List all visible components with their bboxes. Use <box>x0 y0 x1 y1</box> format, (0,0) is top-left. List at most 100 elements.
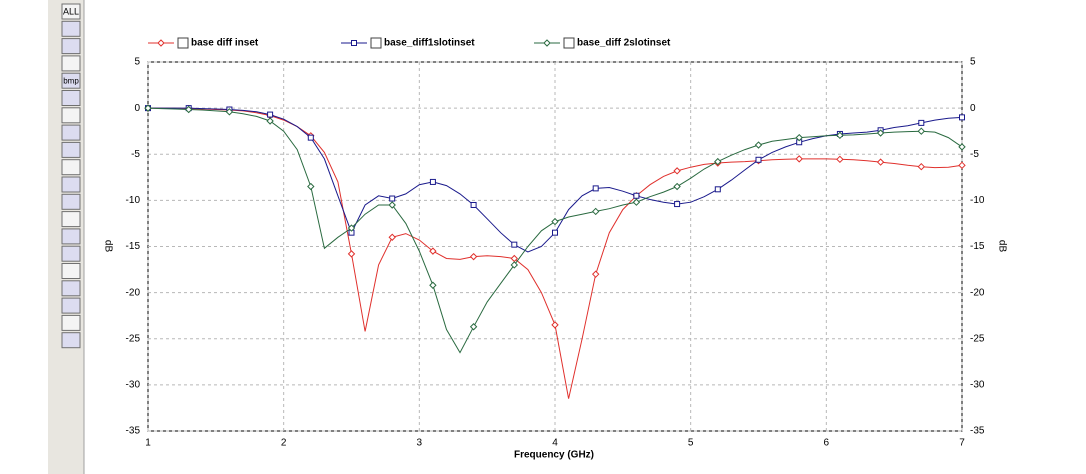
y-tick-label: -30 <box>126 380 141 391</box>
y2-axis-label: dB <box>996 240 1007 253</box>
series-marker <box>917 162 926 171</box>
x-tick-label: 2 <box>281 438 287 449</box>
x-tick-label: 3 <box>417 438 423 449</box>
toolbar-button[interactable] <box>61 193 81 210</box>
series-marker <box>469 323 478 331</box>
series-marker <box>755 156 762 163</box>
legend-marker <box>351 40 357 46</box>
toolbar-button[interactable] <box>61 38 81 55</box>
toolbar-button[interactable] <box>61 228 81 245</box>
series-marker <box>673 167 681 175</box>
series-marker <box>876 129 885 137</box>
toolbar-button-label: bmp <box>63 76 79 85</box>
y2-tick-label: -15 <box>970 241 985 252</box>
series-marker <box>266 117 274 125</box>
y2-tick-label: -25 <box>970 333 985 344</box>
y2-tick-label: 5 <box>970 57 976 68</box>
series-marker <box>714 186 721 193</box>
series-marker <box>470 201 477 208</box>
series-marker <box>958 143 966 151</box>
y-tick-label: -5 <box>131 149 140 160</box>
toolbar-button[interactable] <box>61 159 81 176</box>
series-marker <box>714 157 722 166</box>
toolbar-button[interactable] <box>61 314 81 331</box>
toolbar-button[interactable] <box>61 124 81 141</box>
series-marker <box>795 155 803 163</box>
y2-tick-label: -30 <box>970 380 985 391</box>
toolbar-button[interactable] <box>61 263 81 279</box>
toolbar-button[interactable] <box>61 72 81 89</box>
series-marker <box>958 161 966 170</box>
series-marker <box>184 105 193 114</box>
toolbar-button[interactable] <box>61 141 81 158</box>
series-marker <box>307 182 315 191</box>
y-tick-label: -35 <box>126 426 141 437</box>
series-marker <box>917 127 926 135</box>
toolbar-button[interactable] <box>61 107 81 124</box>
series-marker <box>959 114 965 121</box>
y-tick-label: -15 <box>126 241 141 252</box>
series-line <box>148 107 963 399</box>
y-tick-label: 0 <box>134 103 140 114</box>
series-marker <box>389 195 396 202</box>
series-marker <box>347 224 356 232</box>
series-marker <box>673 182 681 191</box>
toolbar-button[interactable] <box>61 90 81 106</box>
legend-marker <box>157 39 165 47</box>
y-tick-label: 5 <box>134 57 140 68</box>
y2-tick-label: 0 <box>970 103 976 114</box>
x-tick-label: 5 <box>688 438 694 449</box>
legend-label: base_diff 2slotinset <box>577 38 671 49</box>
toolbar-button-label: ALL <box>63 6 79 16</box>
series-marker <box>551 321 559 329</box>
series-marker <box>429 178 436 185</box>
y2-tick-label: -20 <box>970 287 985 298</box>
series-marker <box>267 111 274 118</box>
series-marker <box>347 250 356 258</box>
series-marker <box>836 131 844 140</box>
toolbar-button[interactable] <box>61 297 81 314</box>
legend-marker <box>543 39 551 47</box>
series-marker <box>592 185 599 192</box>
toolbar-button[interactable] <box>61 176 81 193</box>
series-marker <box>591 270 600 278</box>
y-tick-label: -25 <box>126 333 141 344</box>
x-tick-label: 7 <box>959 438 965 449</box>
toolbar-button[interactable] <box>61 245 81 262</box>
toolbar-button[interactable] <box>61 211 81 228</box>
y2-tick-label: -35 <box>970 426 985 437</box>
toolbar-button[interactable] <box>61 332 81 349</box>
series-marker <box>632 198 641 206</box>
series-marker <box>795 133 803 142</box>
series-marker <box>429 247 437 255</box>
y-axis-label: dB <box>102 240 113 253</box>
series-marker <box>388 201 396 209</box>
y-tick-label: -20 <box>126 287 141 298</box>
series-marker <box>591 207 600 216</box>
series-marker <box>918 119 925 126</box>
x-tick-label: 4 <box>552 438 558 449</box>
toolbar-button[interactable] <box>61 280 81 297</box>
x-axis-label: Frequency (GHz) <box>514 450 594 461</box>
series-marker <box>551 217 559 226</box>
series-marker <box>633 192 640 199</box>
y-tick-label: -10 <box>126 195 141 206</box>
legend-checkbox[interactable] <box>563 37 575 49</box>
toolbar-button[interactable] <box>61 3 81 20</box>
legend-checkbox[interactable] <box>177 37 189 49</box>
legend-checkbox[interactable] <box>370 37 382 49</box>
series-marker <box>552 229 558 236</box>
x-tick-label: 1 <box>145 438 151 449</box>
series-marker <box>144 104 152 112</box>
series-marker <box>876 158 885 166</box>
series-marker <box>388 233 396 241</box>
series-marker <box>836 155 844 164</box>
series-marker <box>754 141 763 149</box>
y2-tick-label: -5 <box>970 149 979 160</box>
toolbar-button[interactable] <box>61 20 81 37</box>
x-tick-label: 6 <box>824 438 830 449</box>
series-marker <box>225 108 234 116</box>
toolbar-button[interactable] <box>61 55 81 72</box>
